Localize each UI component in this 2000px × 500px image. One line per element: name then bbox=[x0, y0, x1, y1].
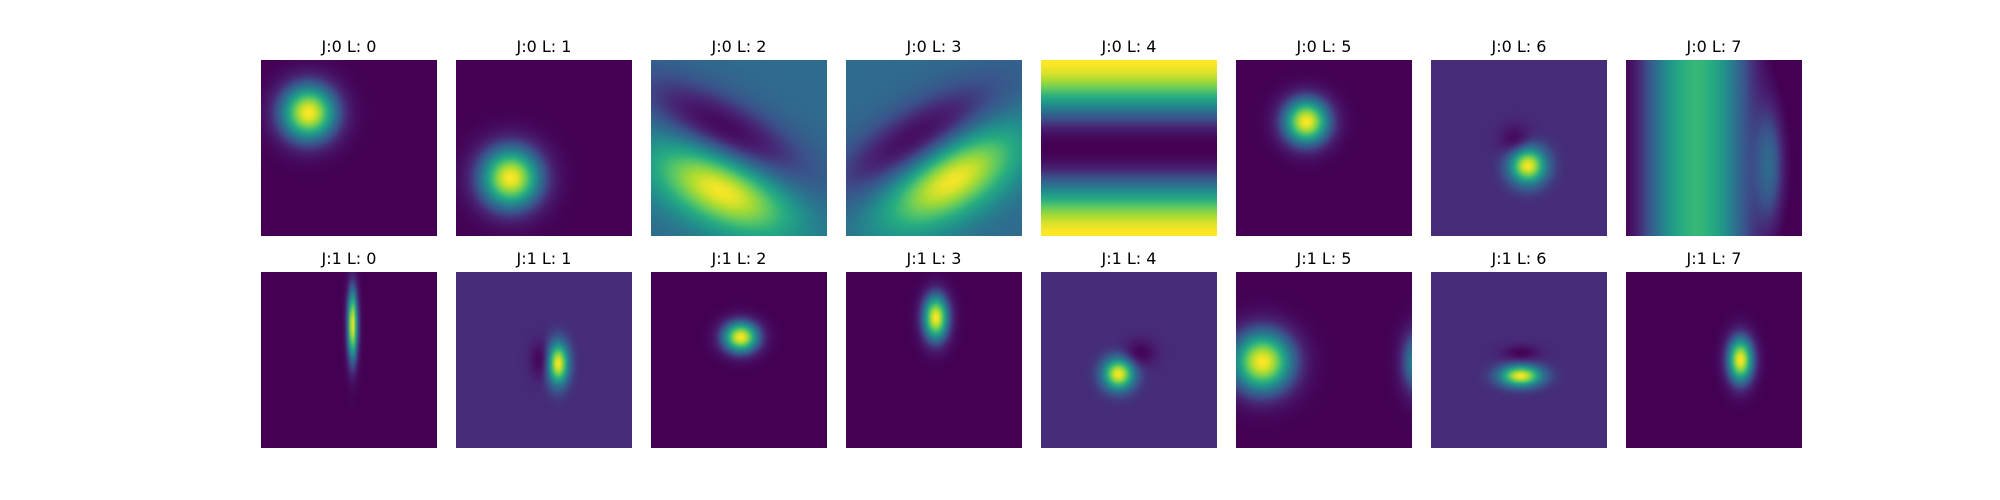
filter-heatmap bbox=[1431, 60, 1607, 236]
panel-title: J:1 L: 6 bbox=[1491, 249, 1547, 268]
filter-heatmap bbox=[651, 60, 827, 236]
filter-heatmap bbox=[456, 272, 632, 448]
panel-title: J:1 L: 1 bbox=[516, 249, 572, 268]
filter-heatmap bbox=[651, 272, 827, 448]
filter-panel: J:1 L: 5 bbox=[1236, 249, 1412, 448]
filter-panel: J:1 L: 2 bbox=[651, 249, 827, 448]
filter-heatmap bbox=[1236, 272, 1412, 448]
filter-heatmap bbox=[846, 272, 1022, 448]
filter-panel: J:0 L: 1 bbox=[456, 37, 632, 236]
filter-panel: J:0 L: 4 bbox=[1041, 37, 1217, 236]
filter-heatmap bbox=[1236, 60, 1412, 236]
panel-title: J:0 L: 4 bbox=[1101, 37, 1157, 56]
panel-title: J:0 L: 0 bbox=[321, 37, 377, 56]
filter-heatmap bbox=[261, 60, 437, 236]
filter-panel: J:1 L: 3 bbox=[846, 249, 1022, 448]
panel-title: J:1 L: 0 bbox=[321, 249, 377, 268]
panel-title: J:1 L: 3 bbox=[906, 249, 962, 268]
filter-panel: J:0 L: 6 bbox=[1431, 37, 1607, 236]
panel-title: J:1 L: 4 bbox=[1101, 249, 1157, 268]
filter-heatmap bbox=[456, 60, 632, 236]
panel-title: J:0 L: 7 bbox=[1686, 37, 1742, 56]
filter-panel: J:1 L: 4 bbox=[1041, 249, 1217, 448]
filter-panel: J:0 L: 2 bbox=[651, 37, 827, 236]
panel-title: J:1 L: 5 bbox=[1296, 249, 1352, 268]
panel-title: J:0 L: 1 bbox=[516, 37, 572, 56]
filter-panel: J:1 L: 7 bbox=[1626, 249, 1802, 448]
panel-title: J:0 L: 6 bbox=[1491, 37, 1547, 56]
filter-panel: J:0 L: 0 bbox=[261, 37, 437, 236]
filter-heatmap bbox=[1626, 60, 1802, 236]
filter-heatmap bbox=[1041, 60, 1217, 236]
panel-title: J:0 L: 3 bbox=[906, 37, 962, 56]
filter-panel: J:0 L: 5 bbox=[1236, 37, 1412, 236]
filter-heatmap bbox=[1626, 272, 1802, 448]
filter-panel: J:1 L: 0 bbox=[261, 249, 437, 448]
filter-panel: J:0 L: 3 bbox=[846, 37, 1022, 236]
panel-title: J:1 L: 2 bbox=[711, 249, 767, 268]
panel-title: J:0 L: 2 bbox=[711, 37, 767, 56]
panel-title: J:0 L: 5 bbox=[1296, 37, 1352, 56]
filter-heatmap bbox=[1431, 272, 1607, 448]
filter-panel: J:1 L: 6 bbox=[1431, 249, 1607, 448]
panel-title: J:1 L: 7 bbox=[1686, 249, 1742, 268]
filter-heatmap bbox=[261, 272, 437, 448]
filter-heatmap bbox=[1041, 272, 1217, 448]
filter-panel: J:0 L: 7 bbox=[1626, 37, 1802, 236]
filter-panel: J:1 L: 1 bbox=[456, 249, 632, 448]
filter-heatmap bbox=[846, 60, 1022, 236]
